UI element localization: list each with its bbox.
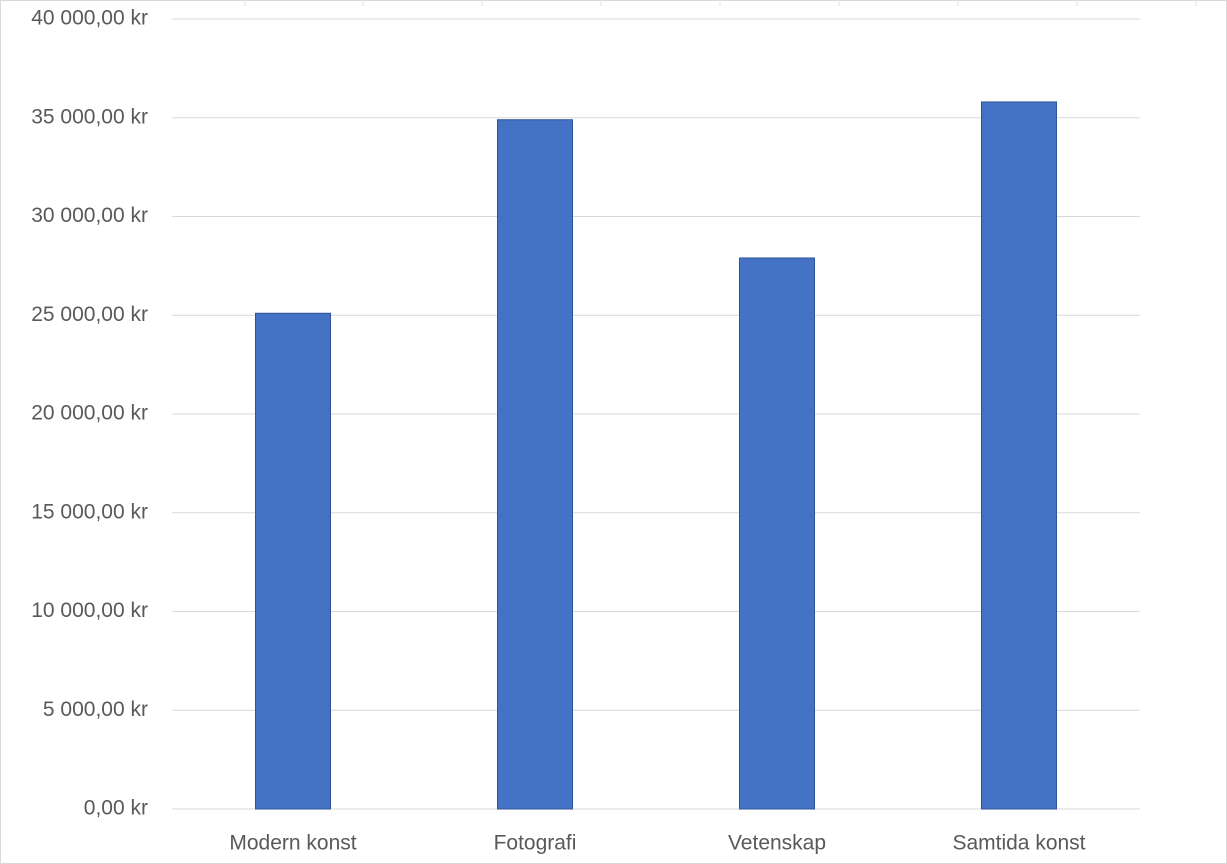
bar xyxy=(738,257,816,810)
x-tick-label: Samtida konst xyxy=(952,832,1085,855)
y-tick-label: 25 000,00 kr xyxy=(31,303,148,326)
bar xyxy=(980,101,1058,810)
y-tick-label: 0,00 kr xyxy=(84,797,148,820)
y-tick-label: 40 000,00 kr xyxy=(31,7,148,30)
y-tick-label: 35 000,00 kr xyxy=(31,105,148,128)
y-tick-label: 30 000,00 kr xyxy=(31,204,148,227)
y-tick-label: 10 000,00 kr xyxy=(31,599,148,622)
y-tick-label: 5 000,00 kr xyxy=(43,698,148,721)
x-tick-label: Fotografi xyxy=(494,832,577,855)
y-tick-label: 15 000,00 kr xyxy=(31,500,148,523)
y-tick-label: 20 000,00 kr xyxy=(31,402,148,425)
bar xyxy=(496,119,574,810)
x-tick-label: Vetenskap xyxy=(728,832,826,855)
sheet-cell-lines xyxy=(244,0,1197,6)
bar xyxy=(254,312,332,810)
x-tick-label: Modern konst xyxy=(229,832,356,855)
